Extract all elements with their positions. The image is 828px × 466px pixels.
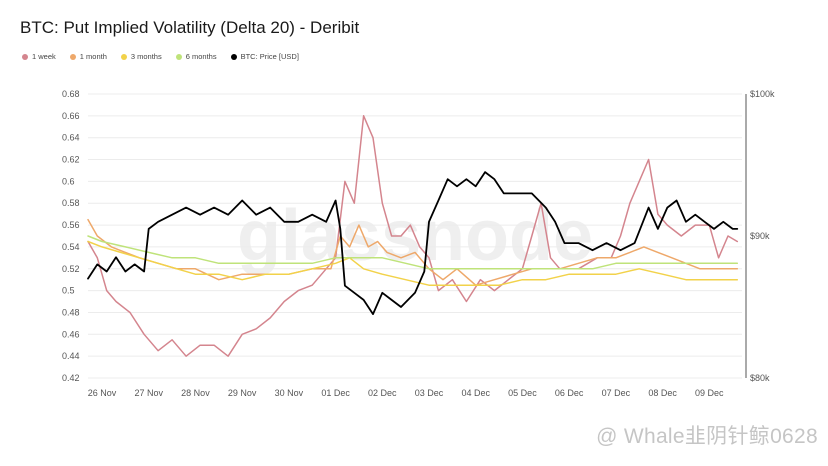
legend-label: 3 months bbox=[130, 52, 162, 61]
legend-item-3-months[interactable]: 3 months bbox=[120, 52, 162, 61]
y-right-tick-label: $90k bbox=[750, 231, 770, 241]
y-right-tick-label: $80k bbox=[750, 373, 770, 383]
legend-marker bbox=[69, 53, 76, 60]
y-tick-label: 0.54 bbox=[62, 242, 80, 252]
legend-marker bbox=[175, 53, 182, 60]
y-tick-label: 0.68 bbox=[62, 89, 80, 99]
x-tick-label: 04 Dec bbox=[461, 388, 490, 398]
y-tick-label: 0.56 bbox=[62, 220, 80, 230]
legend-marker bbox=[22, 53, 28, 60]
x-tick-label: 30 Nov bbox=[275, 388, 304, 398]
x-tick-label: 29 Nov bbox=[228, 388, 257, 398]
y-tick-label: 0.5 bbox=[62, 286, 75, 296]
x-tick-label: 02 Dec bbox=[368, 388, 397, 398]
series-line-3-months bbox=[87, 240, 739, 286]
x-tick-label: 05 Dec bbox=[508, 388, 537, 398]
y-tick-label: 0.44 bbox=[62, 351, 80, 361]
y-tick-label: 0.42 bbox=[62, 373, 80, 383]
legend-label: BTC: Price [USD] bbox=[240, 52, 299, 61]
series-line-1-month bbox=[87, 218, 739, 286]
legend-marker bbox=[120, 53, 127, 60]
legend-label: 1 week bbox=[32, 52, 56, 61]
y-tick-label: 0.48 bbox=[62, 307, 80, 317]
series-line-1-week bbox=[87, 115, 739, 357]
legend-label: 6 months bbox=[185, 52, 217, 61]
y-tick-label: 0.66 bbox=[62, 111, 80, 121]
y-right-tick-label: $100k bbox=[750, 89, 775, 99]
legend-label: 1 month bbox=[79, 52, 107, 61]
x-tick-label: 26 Nov bbox=[88, 388, 117, 398]
y-tick-label: 0.6 bbox=[62, 176, 75, 186]
legend-marker bbox=[230, 53, 237, 60]
series-line-6-months bbox=[87, 235, 739, 270]
x-tick-label: 06 Dec bbox=[555, 388, 584, 398]
source-watermark: @ Whale韭阴针鲸0628 bbox=[596, 425, 818, 448]
legend-item-1-month[interactable]: 1 month bbox=[69, 52, 107, 61]
x-tick-label: 03 Dec bbox=[415, 388, 444, 398]
legend-item-btc-price[interactable]: BTC: Price [USD] bbox=[230, 52, 299, 61]
chart-legend: 1 week 1 month 3 months 6 months BTC: Pr… bbox=[22, 52, 299, 61]
legend-item-6-months[interactable]: 6 months bbox=[175, 52, 217, 61]
x-tick-label: 07 Dec bbox=[602, 388, 631, 398]
series-line-btc-price-usd bbox=[87, 171, 739, 315]
x-tick-label: 28 Nov bbox=[181, 388, 210, 398]
y-tick-label: 0.52 bbox=[62, 264, 80, 274]
y-tick-label: 0.58 bbox=[62, 198, 80, 208]
x-tick-label: 27 Nov bbox=[134, 388, 163, 398]
legend-item-1-week[interactable]: 1 week bbox=[22, 52, 56, 61]
x-tick-label: 08 Dec bbox=[648, 388, 677, 398]
y-tick-label: 0.46 bbox=[62, 329, 80, 339]
y-tick-label: 0.64 bbox=[62, 133, 80, 143]
x-tick-label: 09 Dec bbox=[695, 388, 724, 398]
chart-title: BTC: Put Implied Volatility (Delta 20) -… bbox=[20, 18, 360, 37]
y-tick-label: 0.62 bbox=[62, 155, 80, 165]
x-tick-label: 01 Dec bbox=[321, 388, 350, 398]
